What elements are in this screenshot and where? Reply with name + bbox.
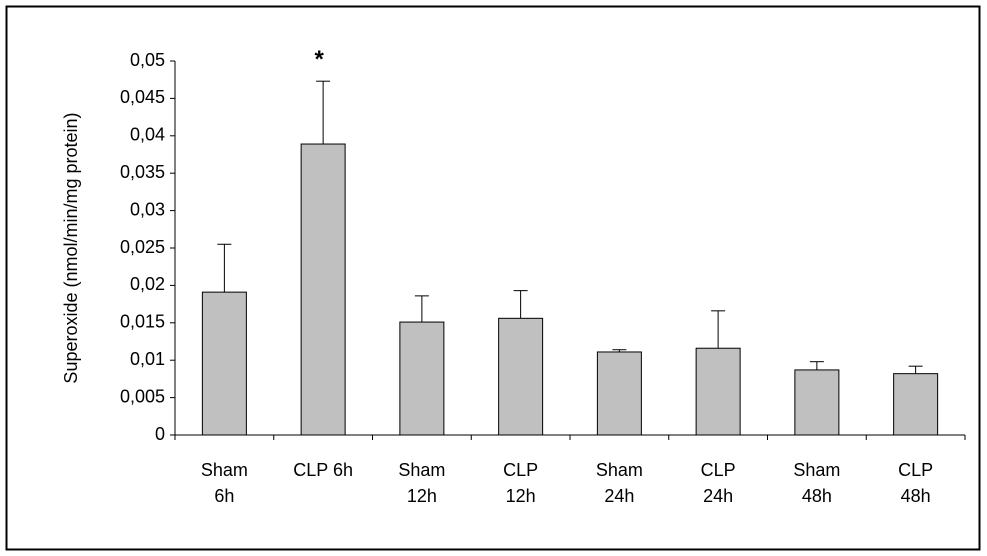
- y-tick-label: 0,05: [130, 50, 165, 70]
- y-tick-label: 0,02: [130, 274, 165, 294]
- x-tick-label: CLP: [701, 460, 736, 480]
- bar: [201, 291, 247, 436]
- y-tick-label: 0,045: [120, 87, 165, 107]
- y-tick-label: 0,015: [120, 312, 165, 332]
- x-tick-label: CLP 6h: [293, 460, 353, 480]
- x-tick-label: 48h: [901, 486, 931, 506]
- y-tick-label: 0: [155, 424, 165, 444]
- x-tick-label: 24h: [703, 486, 733, 506]
- x-tick-label: 24h: [604, 486, 634, 506]
- frame: [5, 5, 981, 551]
- y-tick-label: 0,03: [130, 199, 165, 219]
- bar: [399, 321, 445, 436]
- x-tick-label: Sham: [596, 460, 643, 480]
- x-tick-label: CLP: [898, 460, 933, 480]
- x-tick-label: CLP: [503, 460, 538, 480]
- annotation: *: [314, 46, 324, 73]
- x-tick-label: 12h: [506, 486, 536, 506]
- bar: [695, 347, 741, 436]
- y-tick-label: 0,005: [120, 386, 165, 406]
- x-tick-label: 6h: [214, 486, 234, 506]
- x-tick-label: Sham: [793, 460, 840, 480]
- bar: [596, 351, 642, 436]
- y-tick-label: 0,04: [130, 125, 165, 145]
- x-tick-label: 48h: [802, 486, 832, 506]
- x-tick-label: Sham: [201, 460, 248, 480]
- x-tick-label: Sham: [398, 460, 445, 480]
- bar: [893, 373, 939, 436]
- y-axis-label: Superoxide (nmol/min/mg protein): [61, 112, 81, 383]
- y-tick-label: 0,035: [120, 162, 165, 182]
- y-tick-label: 0,01: [130, 349, 165, 369]
- bar: [300, 143, 346, 436]
- y-tick-label: 0,025: [120, 237, 165, 257]
- bar: [794, 369, 840, 436]
- x-tick-label: 12h: [407, 486, 437, 506]
- bar: [498, 317, 544, 436]
